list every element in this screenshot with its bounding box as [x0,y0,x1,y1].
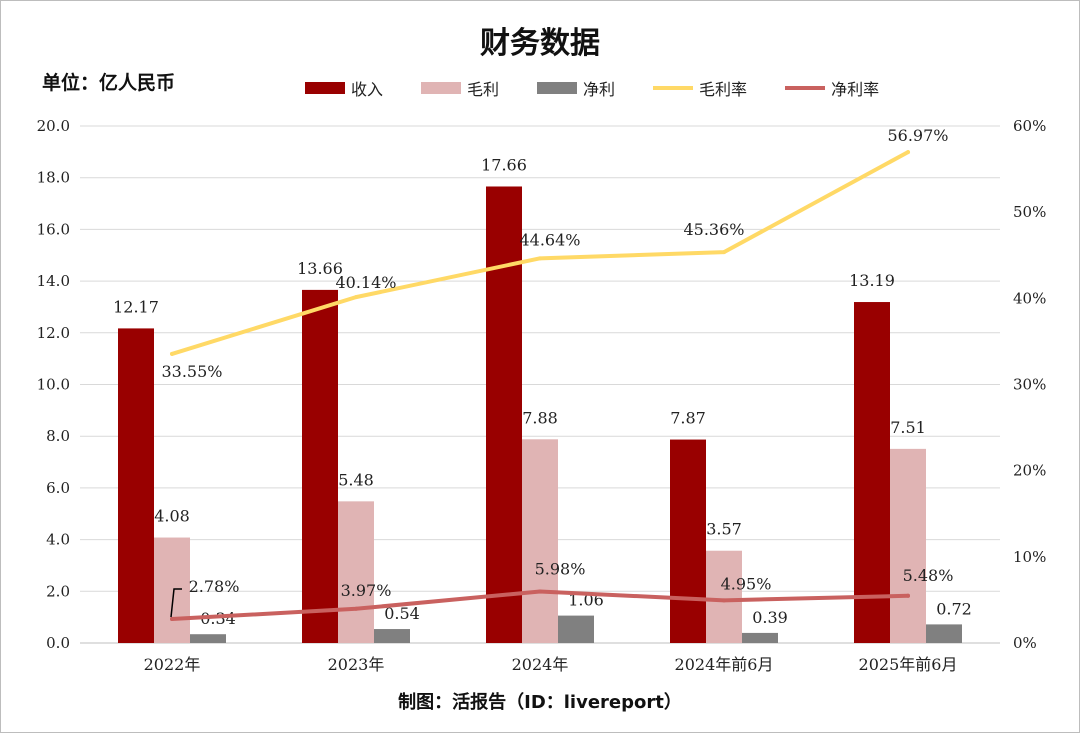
gross-margin-line-point [906,150,910,155]
bar-net-profit [190,634,226,643]
gross-margin-line-point [538,256,542,261]
y-left-tick-label: 18.0 [37,169,70,187]
bar-revenue [854,302,890,643]
bar-data-label: 4.08 [154,507,190,526]
x-tick-label: 2025年前6月 [859,655,958,674]
bar-data-label: 7.88 [522,408,558,427]
legend-swatch-revenue [305,82,345,94]
legend-label-gross-margin: 毛利率 [699,80,748,99]
bar-net-profit [742,632,778,643]
y-left-tick-label: 6.0 [46,479,70,497]
bar-revenue [118,328,154,643]
y-left-tick-label: 2.0 [46,582,70,600]
legend-label-net-margin: 净利率 [831,80,880,99]
bar-data-label: 0.54 [384,604,420,623]
net-margin-data-label: 2.78% [189,577,240,596]
y-left-tick-label: 12.0 [37,324,70,342]
chart-title: 财务数据 [480,26,600,61]
legend-item-revenue: 收入 [305,76,383,100]
gross-margin-data-label: 45.36% [683,220,744,239]
bar-data-label: 0.34 [200,609,236,628]
legend-item-net-margin: 净利率 [785,76,879,100]
bar-gross-profit [522,439,558,643]
bar-net-profit [374,629,410,643]
y-right-tick-label: 20% [1013,462,1046,480]
x-tick-label: 2024年 [512,655,569,674]
legend-swatch-gross-margin [653,86,694,90]
gross-margin-line-point [170,351,174,356]
bar-revenue [486,186,522,643]
net-margin-data-label: 3.97% [341,581,392,600]
bar-gross-profit [706,550,742,643]
x-tick-label: 2022年 [144,655,201,674]
net-margin-line-point [538,589,542,594]
gross-margin-data-label: 44.64% [519,230,580,249]
bar-revenue [302,289,338,643]
bar-data-label: 13.66 [297,259,343,278]
y-left-tick-label: 0.0 [46,634,70,652]
bar-net-profit [926,624,962,643]
bar-net-profit [558,615,594,643]
legend-item-gross-profit: 毛利 [421,76,499,100]
net-margin-data-label: 5.98% [535,559,586,578]
gross-margin-line-point [354,295,358,300]
y-right-tick-label: 0% [1013,634,1037,652]
bar-gross-profit [338,501,374,643]
y-right-tick-label: 30% [1013,376,1046,394]
y-right-tick-label: 10% [1013,548,1046,566]
bar-data-label: 3.57 [706,520,742,539]
bar-data-label: 13.19 [849,271,895,290]
bar-gross-profit [890,448,926,643]
bar-data-label: 5.48 [338,470,374,489]
legend-label-revenue: 收入 [351,80,384,99]
gross-margin-data-label: 40.14% [335,273,396,292]
y-left-tick-label: 16.0 [37,220,70,238]
net-margin-line-point [722,598,726,603]
bar-data-label: 17.66 [481,155,527,174]
legend: 收入 毛利 净利 毛利率 净利率 [305,76,917,100]
y-right-tick-label: 50% [1013,203,1046,221]
bar-data-label: 12.17 [113,297,159,316]
y-right-tick-label: 60% [1013,117,1046,135]
bar-gross-profit [154,537,190,643]
legend-item-net-profit: 净利 [537,76,615,100]
footer-credit: 制图：活报告（ID：livereport） [398,692,682,713]
net-margin-line-point [354,606,358,611]
bar-data-label: 0.72 [936,599,972,618]
net-margin-data-label: 5.48% [903,566,954,585]
bar-data-label: 0.39 [752,608,788,627]
bar-revenue [670,439,706,643]
y-left-tick-label: 20.0 [37,117,70,135]
y-left-tick-label: 14.0 [37,272,70,290]
bar-data-label: 7.51 [890,418,926,437]
net-margin-leader-line [170,588,182,618]
x-tick-label: 2023年 [328,655,385,674]
y-left-tick-label: 4.0 [46,531,70,549]
bar-data-label: 7.87 [670,409,706,428]
legend-swatch-net-margin [785,86,826,90]
legend-swatch-gross-profit [421,82,462,94]
gross-margin-data-label: 33.55% [161,362,222,381]
y-left-tick-label: 10.0 [37,376,70,394]
legend-label-net-profit: 净利 [583,80,616,99]
unit-label: 单位：亿人民币 [42,72,176,94]
gross-margin-line [170,150,910,356]
y-left-tick-label: 8.0 [46,427,70,445]
net-margin-data-label: 4.95% [721,574,772,593]
gross-margin-line-point [722,250,726,255]
legend-item-gross-margin: 毛利率 [653,76,747,100]
net-margin-line-point [906,593,910,598]
legend-swatch-net-profit [537,82,578,94]
x-tick-label: 2024年前6月 [675,655,774,674]
legend-label-gross-profit: 毛利 [467,80,500,99]
gross-margin-data-label: 56.97% [887,126,948,145]
net-margin-line-point [170,617,174,622]
y-right-tick-label: 40% [1013,289,1046,307]
